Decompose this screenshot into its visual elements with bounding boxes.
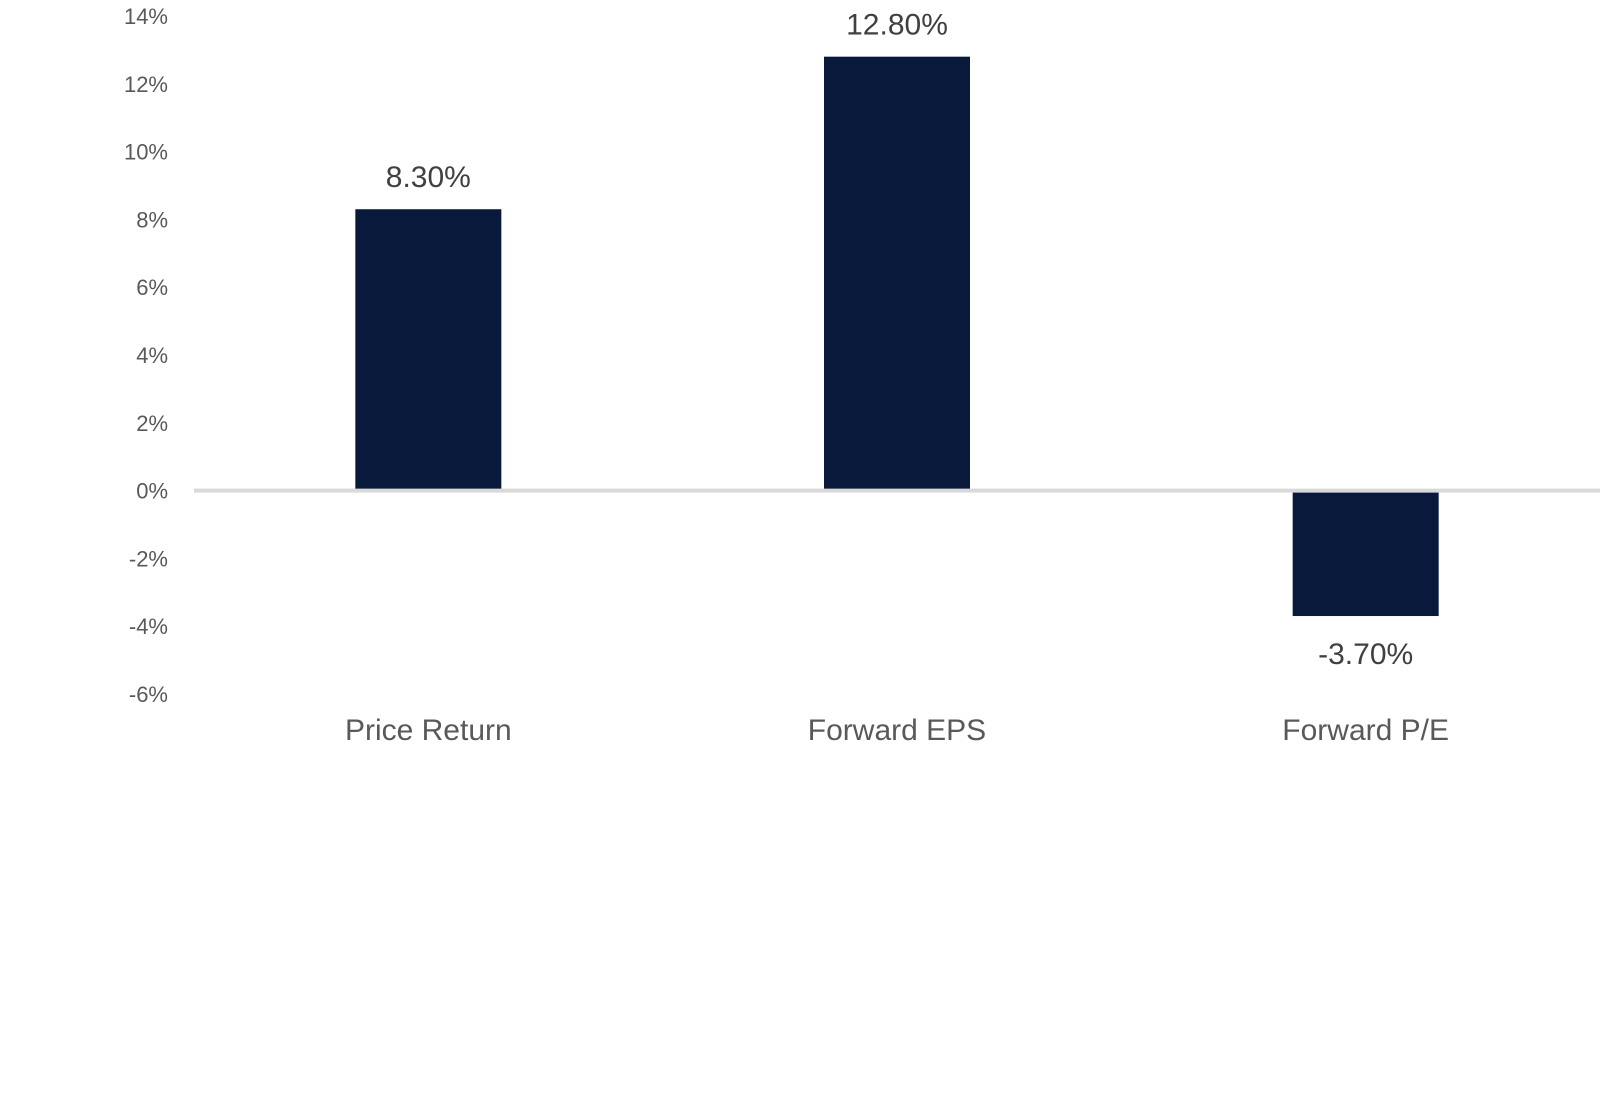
x-tick-label: Forward EPS [808,714,986,747]
y-tick-label: -6% [129,682,168,707]
y-tick-label: 12% [124,72,168,97]
y-tick-label: 10% [124,140,168,165]
y-tick-label: 2% [136,411,168,436]
y-tick-label: 8% [136,207,168,232]
y-tick-label: -2% [129,546,168,571]
x-tick-label: Price Return [345,714,512,747]
bars [355,56,1439,617]
y-tick-label: -4% [129,614,168,639]
x-axis: Price Return Forward EPS Forward P/E [345,714,1449,747]
bar-forward-p-e [1292,490,1439,617]
data-label: -3.70% [1318,638,1413,671]
y-tick-label: 4% [136,343,168,368]
y-tick-label: 14% [124,4,168,29]
bar-forward-eps [824,56,970,491]
y-axis: 14% 12% 10% 8% 6% 4% 2% 0% -2% -4% -6% [124,4,168,707]
y-tick-label: 0% [136,479,168,504]
data-label: 8.30% [386,161,471,194]
bar-price-return [355,209,502,491]
x-tick-label: Forward P/E [1282,714,1449,747]
data-label: 12.80% [846,9,948,42]
data-labels: 8.30% 12.80% -3.70% [386,9,1413,671]
y-tick-label: 6% [136,275,168,300]
